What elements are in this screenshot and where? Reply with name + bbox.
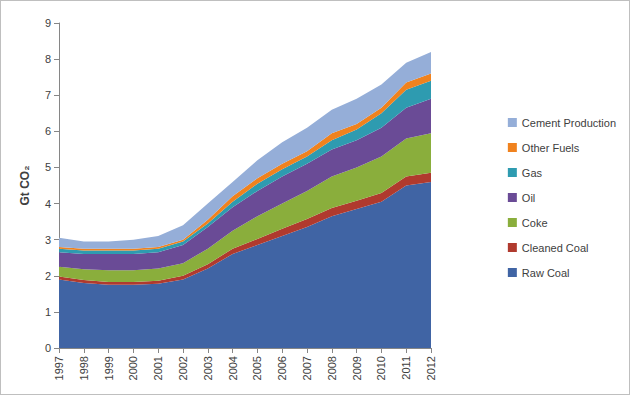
svg-text:4: 4	[45, 198, 51, 210]
svg-text:Raw Coal: Raw Coal	[522, 267, 570, 279]
svg-text:2000: 2000	[127, 356, 139, 380]
svg-text:2004: 2004	[227, 356, 239, 380]
svg-text:Oil: Oil	[522, 192, 535, 204]
svg-text:1997: 1997	[53, 356, 65, 380]
svg-text:2008: 2008	[326, 356, 338, 380]
svg-text:2007: 2007	[301, 356, 313, 380]
svg-text:9: 9	[45, 17, 51, 29]
svg-text:2010: 2010	[375, 356, 387, 380]
svg-text:2005: 2005	[251, 356, 263, 380]
svg-text:Other Fuels: Other Fuels	[522, 142, 580, 154]
svg-text:Cement Production: Cement Production	[522, 117, 616, 129]
svg-text:1998: 1998	[78, 356, 90, 380]
svg-text:7: 7	[45, 89, 51, 101]
svg-text:2002: 2002	[177, 356, 189, 380]
svg-text:2001: 2001	[152, 356, 164, 380]
svg-text:5: 5	[45, 161, 51, 173]
svg-text:2011: 2011	[400, 356, 412, 380]
svg-text:2: 2	[45, 270, 51, 282]
svg-text:3: 3	[45, 234, 51, 246]
svg-text:2006: 2006	[276, 356, 288, 380]
svg-text:0: 0	[45, 342, 51, 354]
svg-text:6: 6	[45, 125, 51, 137]
svg-text:1999: 1999	[103, 356, 115, 380]
svg-text:2012: 2012	[425, 356, 437, 380]
svg-text:2003: 2003	[202, 356, 214, 380]
svg-text:Gt CO₂: Gt CO₂	[18, 166, 32, 206]
svg-text:Coke: Coke	[522, 217, 548, 229]
svg-text:Cleaned Coal: Cleaned Coal	[522, 242, 589, 254]
svg-text:1: 1	[45, 306, 51, 318]
svg-text:8: 8	[45, 53, 51, 65]
svg-text:Gas: Gas	[522, 167, 543, 179]
svg-text:2009: 2009	[351, 356, 363, 380]
